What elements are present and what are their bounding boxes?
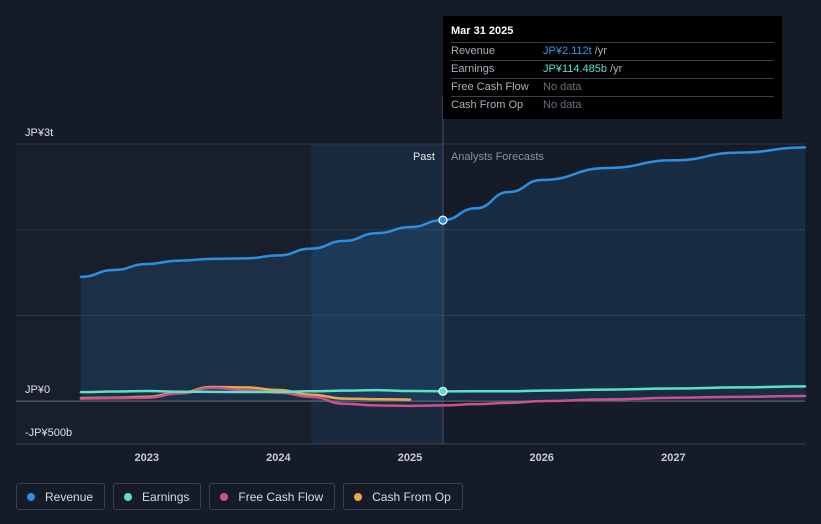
x-tick-label: 2026 (529, 452, 553, 464)
tooltip-row-label: Free Cash Flow (451, 81, 529, 93)
series-line-free-cash-flow (79, 386, 807, 408)
tooltip-row: Revenue JP¥2.112t/yr (451, 42, 774, 60)
tooltip-value-number: No data (543, 81, 582, 93)
legend-item-free-cash-flow[interactable]: Free Cash Flow (209, 483, 336, 510)
x-tick-label: 2027 (661, 452, 685, 464)
tooltip-value-number: No data (543, 99, 582, 111)
legend: Revenue Earnings Free Cash Flow Cash From O… (16, 483, 463, 510)
legend-item-earnings[interactable]: Earnings (113, 483, 202, 510)
legend-dot-icon (354, 492, 363, 501)
highlight-point-earnings (438, 386, 448, 396)
x-tick-label: 2023 (134, 452, 158, 464)
legend-dot-icon (124, 492, 133, 501)
tooltip-row: Earnings JP¥114.485b/yr (451, 60, 774, 78)
legend-item-cash-from-op[interactable]: Cash From Op (343, 483, 463, 510)
tooltip-row-label: Cash From Op (451, 99, 524, 111)
tooltip-value-number: JP¥2.112t (543, 45, 592, 57)
highlight-point-revenue (438, 215, 448, 225)
tooltip-row-label: Revenue (451, 45, 496, 57)
past-label: Past (413, 151, 435, 163)
y-tick-label: JP¥0 (25, 384, 50, 396)
tooltip-date: Mar 31 2025 (451, 25, 514, 37)
tooltip-row-value: No data (543, 97, 582, 114)
legend-dot-icon (27, 492, 35, 501)
x-tick-label: 2024 (266, 452, 291, 464)
y-tick-label: -JP¥500b (25, 427, 72, 439)
tooltip-value-unit: /yr (610, 63, 623, 75)
series-line-revenue (79, 146, 807, 279)
legend-dot-icon (220, 492, 229, 501)
tooltip-value-number: JP¥114.485b (543, 63, 608, 75)
tooltip-row-value: JP¥2.112t/yr (543, 43, 607, 60)
legend-label: Cash From Op (372, 489, 451, 504)
tooltip-row-value: No data (543, 79, 582, 96)
tooltip-row-value: JP¥114.485b/yr (543, 61, 622, 78)
tooltip-row: Free Cash Flow No data (451, 78, 774, 96)
legend-label: Earnings (142, 489, 190, 504)
tooltip-value-unit: /yr (594, 45, 607, 57)
legend-item-revenue[interactable]: Revenue (16, 483, 106, 510)
past-highlight-region (311, 144, 443, 444)
tooltip-row: Cash From Op No data (451, 96, 774, 114)
forecast-label: Analysts Forecasts (451, 151, 544, 163)
series-line-earnings (79, 385, 807, 394)
tooltip: Mar 31 2025 Revenue JP¥2.112t/yr Earnings J… (443, 16, 782, 119)
y-tick-label: JP¥3t (25, 127, 53, 139)
tooltip-row-label: Earnings (451, 63, 495, 75)
legend-label: Revenue (45, 489, 94, 504)
x-tick-label: 2025 (398, 452, 422, 464)
legend-label: Free Cash Flow (238, 489, 324, 504)
